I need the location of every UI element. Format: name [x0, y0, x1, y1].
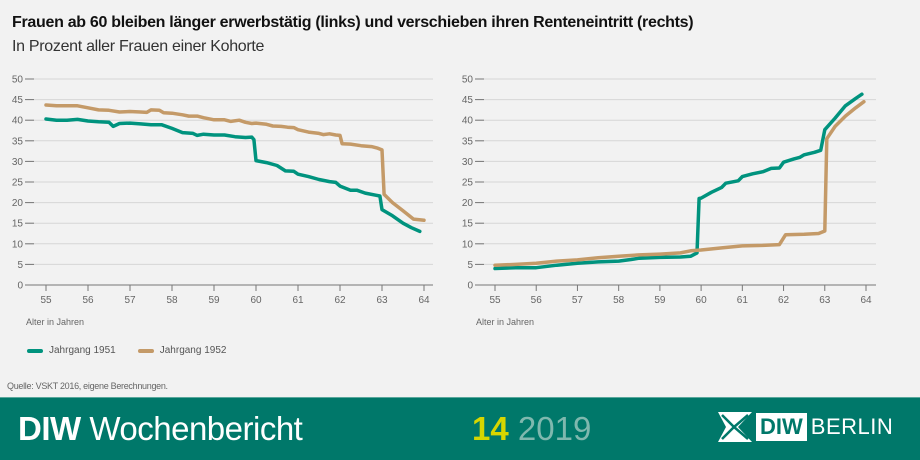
logo-diw: DIW: [756, 413, 807, 441]
footer-bar: DIW Wochenbericht 14 2019 DIW BERLIN: [0, 397, 920, 460]
y-tick-label: 15: [12, 219, 24, 230]
logo-berlin: BERLIN: [810, 414, 894, 439]
x-tick-label: 58: [613, 295, 625, 306]
y-tick-label: 35: [462, 136, 474, 147]
x-tick-label: 61: [292, 295, 304, 306]
source-note: Quelle: VSKT 2016, eigene Berechnungen.: [7, 381, 168, 391]
y-tick-label: 10: [462, 239, 474, 250]
x-tick-label: 64: [860, 295, 872, 306]
series-line-jahrgang-1951: [44, 117, 422, 234]
chart-title: Frauen ab 60 bleiben länger erwerbstätig…: [12, 14, 694, 31]
x-tick-label: 63: [376, 295, 388, 306]
y-tick-label: 20: [12, 198, 24, 209]
issue: 14 2019: [472, 410, 591, 448]
y-tick-label: 45: [462, 95, 474, 106]
x-tick-label: 59: [208, 295, 220, 306]
brand-name: DIW Wochenbericht: [18, 410, 303, 448]
brand-bold: DIW: [18, 410, 81, 447]
y-tick-label: 10: [12, 239, 24, 250]
y-tick-label: 5: [17, 260, 23, 271]
y-tick-label: 20: [462, 198, 474, 209]
x-tick-label: 56: [82, 295, 94, 306]
y-tick-label: 30: [12, 157, 24, 168]
x-tick-label: 62: [778, 295, 790, 306]
x-axis-label: Alter in Jahren: [26, 317, 84, 327]
x-axis-label: Alter in Jahren: [476, 317, 534, 327]
legend: Jahrgang 1951 Jahrgang 1952: [27, 345, 226, 356]
y-tick-label: 0: [17, 281, 23, 292]
y-tick-label: 45: [12, 95, 24, 106]
y-tick-label: 50: [462, 75, 474, 86]
diw-berlin-logo: DIW BERLIN: [718, 412, 893, 442]
y-tick-label: 40: [462, 116, 474, 127]
x-tick-label: 62: [334, 295, 346, 306]
legend-label-1952: Jahrgang 1952: [159, 345, 227, 356]
legend-swatch-1951: [27, 348, 43, 353]
x-tick-label: 55: [40, 295, 52, 306]
x-tick-label: 57: [572, 295, 584, 306]
x-tick-label: 60: [250, 295, 262, 306]
x-tick-label: 64: [418, 295, 430, 306]
x-tick-label: 56: [531, 295, 543, 306]
x-tick-label: 61: [737, 295, 749, 306]
series-line-jahrgang-1951: [493, 92, 864, 271]
x-tick-label: 63: [819, 295, 831, 306]
legend-item-1951: Jahrgang 1951: [27, 345, 116, 356]
y-tick-label: 5: [467, 260, 473, 271]
chart-subtitle: In Prozent aller Frauen einer Kohorte: [12, 38, 265, 55]
y-tick-label: 15: [462, 219, 474, 230]
y-tick-label: 40: [12, 116, 24, 127]
y-tick-label: 25: [462, 178, 474, 189]
legend-label-1951: Jahrgang 1951: [49, 345, 116, 356]
x-tick-label: 58: [166, 295, 178, 306]
y-tick-label: 0: [467, 281, 473, 292]
series-line-jahrgang-1952: [493, 99, 866, 267]
x-tick-label: 60: [696, 295, 708, 306]
y-tick-label: 50: [12, 75, 24, 86]
issue-number: 14: [472, 410, 509, 447]
y-tick-label: 30: [462, 157, 474, 168]
legend-swatch-1952: [137, 348, 154, 353]
y-tick-label: 35: [12, 136, 24, 147]
brand-rest: Wochenbericht: [89, 410, 303, 447]
x-tick-label: 55: [489, 295, 501, 306]
issue-year: 2019: [517, 410, 592, 447]
x-tick-label: 59: [654, 295, 666, 306]
legend-item-1952: Jahrgang 1952: [137, 345, 227, 356]
series-line-jahrgang-1952: [44, 103, 426, 223]
diw-logo-mark-icon: [718, 412, 752, 442]
x-tick-label: 57: [124, 295, 136, 306]
y-tick-label: 25: [12, 178, 24, 189]
